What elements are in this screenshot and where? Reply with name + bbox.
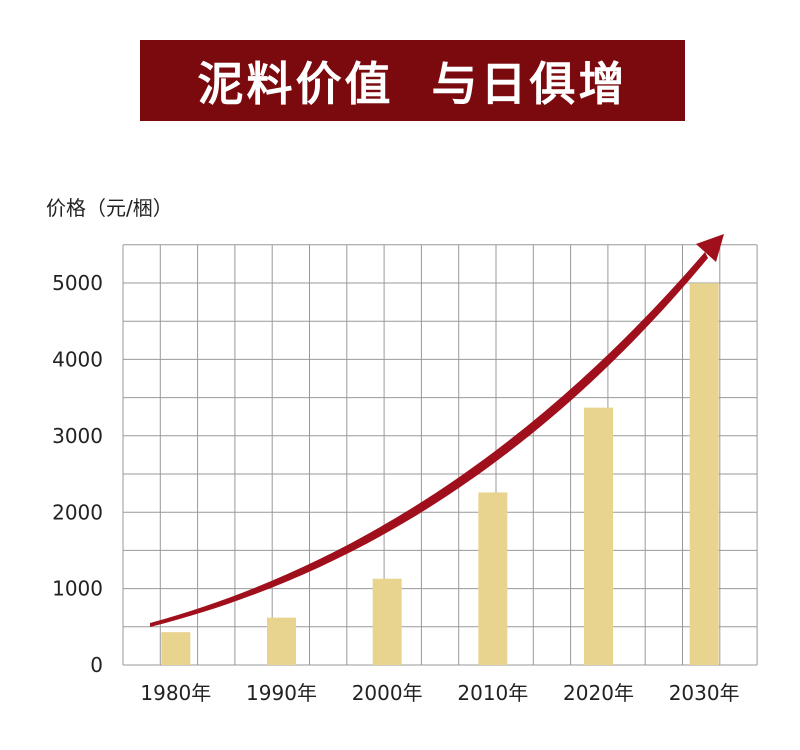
x-tick-label: 2010年 (457, 681, 528, 705)
bar (584, 407, 613, 665)
y-axis-label: 价格（元/梱） (46, 196, 173, 220)
y-tick-label: 0 (90, 653, 103, 677)
x-tick-label: 2000年 (352, 681, 423, 705)
chart-title: 泥料价值 与日俱增 (197, 56, 628, 111)
bar (161, 632, 191, 665)
y-tick-label: 3000 (52, 424, 103, 448)
y-tick-label: 1000 (52, 577, 103, 601)
trend-arrow-body (150, 252, 708, 627)
x-tick-label: 1980年 (140, 681, 211, 705)
bar (267, 617, 296, 665)
title-banner: 泥料价值 与日俱增 (140, 40, 685, 121)
y-tick-label: 2000 (52, 500, 103, 524)
y-tick-label: 5000 (52, 271, 103, 295)
trend-arrow-head (696, 234, 724, 262)
y-tick-label: 4000 (52, 348, 103, 372)
bar (689, 283, 719, 665)
bar (372, 578, 402, 665)
x-tick-label: 2030年 (669, 681, 740, 705)
bar (478, 492, 508, 665)
x-tick-label: 2020年 (563, 681, 634, 705)
x-tick-label: 1990年 (246, 681, 317, 705)
